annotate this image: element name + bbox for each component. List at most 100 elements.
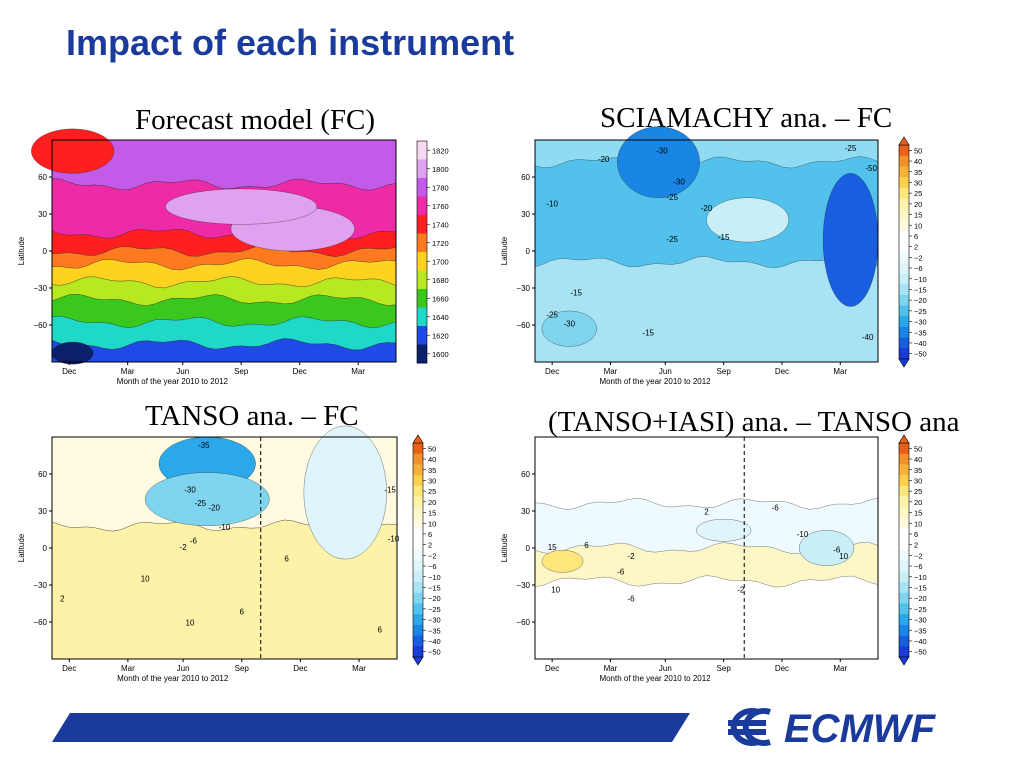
colorbar-label: −50 (428, 648, 441, 657)
colorbar-label: −30 (428, 616, 441, 625)
contour-label: 6 (584, 541, 589, 550)
colorbar-label: 1800 (432, 165, 449, 174)
contour-label: 10 (551, 585, 560, 594)
x-axis-label: Month of the year 2010 to 2012 (599, 377, 711, 386)
colorbar-cell (899, 635, 909, 647)
colorbar-label: −25 (914, 307, 927, 316)
x-tick-label: Dec (293, 664, 307, 673)
colorbar-cell (899, 571, 909, 583)
contour-label: 2 (60, 594, 65, 603)
colorbar-cell (413, 635, 423, 647)
colorbar-label: 30 (914, 178, 922, 187)
colorbar-cell (899, 539, 909, 551)
colorbar-cell (899, 230, 909, 242)
colorbar-cell (899, 582, 909, 594)
colorbar-cell (413, 539, 423, 551)
y-tick-label: 30 (38, 507, 47, 516)
colorbar-cell (899, 326, 909, 339)
ecmwf-logo-icon (728, 708, 771, 746)
colorbar-cell (413, 507, 423, 519)
colorbar-label: 35 (914, 168, 922, 177)
y-tick-label: 0 (43, 247, 48, 256)
y-tick-label: 60 (38, 173, 47, 182)
x-tick-label: Mar (604, 367, 618, 376)
y-tick-label: −30 (516, 284, 530, 293)
chart-title-tanso-iasi: (TANSO+IASI) ana. – TANSO ana (548, 406, 960, 438)
contour-label: -6 (617, 568, 625, 577)
colorbar-cell (413, 550, 423, 562)
colorbar-cell (899, 219, 909, 232)
contour-label: 2 (704, 508, 709, 517)
colorbar-cell (899, 262, 909, 274)
colorbar-cell (899, 187, 909, 199)
contour-blob-0 (617, 126, 700, 198)
plot-area: -20 -30 -25 -30 -20 -10 -25 -15 -15 -25 -30 -15 -40 -… (500, 126, 879, 386)
colorbar-label: −30 (914, 318, 927, 327)
contour-label: -15 (642, 328, 654, 337)
colorbar-cell (417, 178, 427, 197)
colorbar: 504035302520151062−2−6−10−15−20−25−30−35… (898, 136, 927, 368)
colorbar-cell (899, 316, 909, 328)
colorbar-cell (899, 241, 909, 253)
contour-label: -40 (862, 333, 874, 342)
colorbar-cell (413, 582, 423, 594)
contour-label: -35 (198, 441, 210, 450)
colorbar-label: 2 (914, 541, 918, 550)
colorbar-extend-top (898, 434, 910, 444)
colorbar-label: 1820 (432, 146, 449, 155)
colorbar-label: −6 (914, 562, 923, 571)
colorbar-label: 10 (428, 519, 436, 528)
colorbar-cell (899, 603, 909, 615)
colorbar-label: 30 (428, 476, 436, 485)
colorbar-label: −40 (428, 637, 441, 646)
colorbar-cell (417, 344, 427, 364)
colorbar-label: 1740 (432, 220, 449, 229)
ecmwf-logo: ECMWF (722, 704, 962, 755)
x-tick-label: Dec (775, 664, 789, 673)
colorbar-label: −50 (914, 350, 927, 359)
colorbar-label: 25 (428, 487, 436, 496)
x-tick-label: Jun (177, 664, 190, 673)
colorbar-cell (413, 603, 423, 615)
colorbar-cell (413, 528, 423, 540)
contour-blob-2 (303, 425, 387, 560)
colorbar-cell (413, 646, 423, 658)
contour-label: 6 (284, 554, 289, 563)
colorbar-cell (417, 326, 427, 345)
y-tick-label: 60 (521, 470, 530, 479)
y-tick-label: 60 (521, 173, 530, 182)
colorbar-cell (413, 464, 423, 476)
colorbar-label: 6 (914, 530, 918, 539)
contour-blob-2 (165, 188, 318, 225)
colorbar-cell (899, 252, 909, 264)
y-tick-label: 0 (526, 247, 531, 256)
colorbar-label: −15 (914, 583, 927, 592)
colorbar-label: −2 (914, 253, 923, 262)
colorbar-label: 1760 (432, 202, 449, 211)
colorbar-cell (899, 348, 909, 360)
x-tick-label: Sep (717, 367, 732, 376)
colorbar-label: −10 (914, 573, 927, 582)
contour-label: -2 (180, 543, 188, 552)
colorbar-cell (899, 198, 909, 210)
contour-label: -25 (845, 144, 857, 153)
contour-label: -20 (701, 204, 713, 213)
contour-label: -30 (564, 319, 576, 328)
colorbar-cell (417, 159, 427, 179)
colorbar-cell (413, 453, 423, 465)
x-tick-label: Mar (833, 367, 847, 376)
colorbar: 1820 1800 1780 1760 1740 1720 1700 1680 1660 1640… (416, 140, 449, 364)
y-tick-label: −30 (516, 581, 530, 590)
contour-label: -15 (570, 288, 582, 297)
colorbar-label: 1780 (432, 183, 449, 192)
colorbar-label: 35 (914, 466, 922, 475)
colorbar-label: −50 (914, 648, 927, 657)
y-axis-label: Latitude (17, 236, 26, 265)
contour-label: -10 (388, 534, 400, 543)
colorbar-cell (899, 443, 909, 455)
colorbar-extend-bottom (898, 656, 910, 666)
colorbar-label: 6 (914, 232, 918, 241)
colorbar-label: −35 (914, 328, 927, 337)
